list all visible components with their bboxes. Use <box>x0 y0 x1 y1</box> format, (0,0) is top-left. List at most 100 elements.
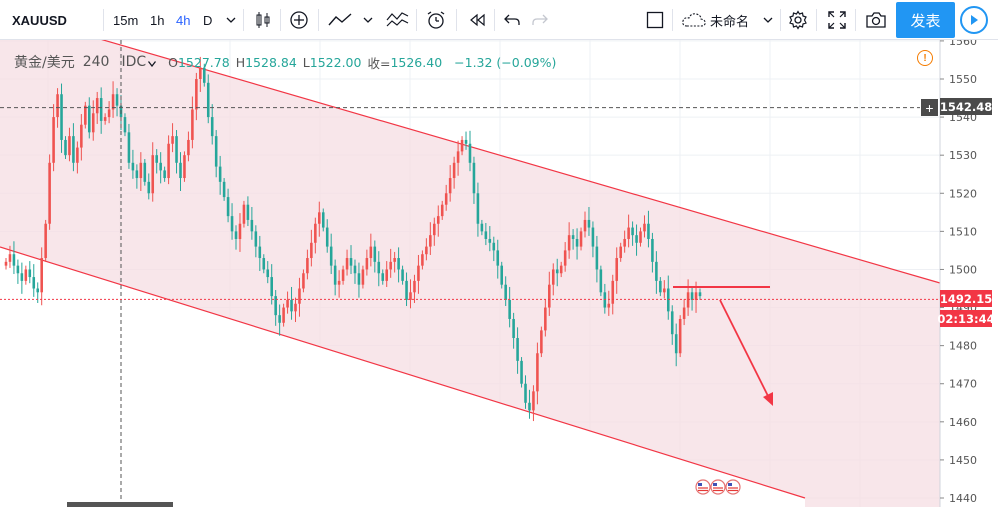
candle <box>682 307 686 319</box>
symbol-search[interactable]: XAUUSD <box>12 12 67 28</box>
chevron-down-icon[interactable] <box>225 0 237 40</box>
layout-name[interactable]: 未命名 <box>710 13 750 29</box>
candle <box>151 155 155 194</box>
candle <box>155 155 158 163</box>
candle <box>464 139 468 144</box>
candle <box>218 166 222 182</box>
candle <box>310 242 313 259</box>
candle <box>345 258 349 270</box>
timeframe-4h[interactable]: 4h <box>176 12 191 28</box>
candle <box>210 117 214 137</box>
candle <box>611 280 615 304</box>
legend-source: IDC <box>121 54 147 70</box>
fullscreen-icon[interactable] <box>826 0 848 40</box>
redo-icon[interactable] <box>530 0 550 40</box>
candle <box>12 254 16 266</box>
candle <box>405 280 408 300</box>
price-chart[interactable]: 1440145014601470148014901500151015201530… <box>0 9 998 507</box>
channel-lower-line[interactable] <box>0 246 806 499</box>
candle <box>353 265 357 274</box>
toolbar-divider <box>456 9 457 31</box>
candle <box>397 258 400 270</box>
candle <box>278 315 281 323</box>
toolbar-divider <box>780 9 781 31</box>
timeframe-1h[interactable]: 1h <box>150 12 165 28</box>
us-flag-icon[interactable] <box>695 479 711 495</box>
gear-icon[interactable] <box>787 0 809 40</box>
candle <box>433 223 436 236</box>
camera-icon[interactable] <box>864 0 888 40</box>
candle <box>678 318 682 354</box>
candle <box>627 227 630 239</box>
us-flag-icon[interactable] <box>710 479 726 495</box>
replay-icon[interactable] <box>466 0 488 40</box>
candle <box>238 223 242 239</box>
play-icon[interactable] <box>960 6 988 34</box>
timeframe-d[interactable]: D <box>203 12 213 28</box>
arrow-head <box>763 392 773 406</box>
legend-title: 黄金/美元 <box>14 55 75 71</box>
candle <box>536 353 539 392</box>
chevron-down-icon[interactable] <box>762 0 774 40</box>
us-flag-icon <box>710 479 726 495</box>
candle <box>95 98 99 114</box>
candle <box>171 136 174 144</box>
toolbar-divider <box>103 9 104 31</box>
candle <box>40 258 43 293</box>
add-indicator-icon[interactable] <box>288 0 310 40</box>
price-axis-bg <box>940 40 998 507</box>
line-tools-icon[interactable] <box>327 0 353 40</box>
candle <box>325 227 329 247</box>
candle <box>68 136 71 156</box>
candle <box>321 212 325 228</box>
candle <box>377 261 381 274</box>
candle <box>663 288 666 293</box>
candle <box>456 151 460 163</box>
candle <box>666 288 670 312</box>
candles-icon[interactable] <box>253 0 273 40</box>
candle <box>123 117 127 133</box>
us-flag-icon[interactable] <box>725 479 741 495</box>
square-layout-icon[interactable] <box>645 0 665 40</box>
candle <box>246 204 250 220</box>
alert-clock-icon[interactable] <box>424 0 448 40</box>
toolbar-divider <box>416 9 417 31</box>
chevron-down-icon[interactable] <box>362 0 374 40</box>
candle <box>167 143 170 179</box>
candle <box>619 246 622 259</box>
economic-events[interactable] <box>67 479 741 507</box>
arrow-shaft <box>719 299 771 401</box>
chevron-down-icon[interactable] <box>148 55 157 70</box>
candle <box>436 216 440 224</box>
candle <box>202 67 206 83</box>
legend-high: 1528.84 <box>245 54 297 70</box>
candle <box>698 292 702 297</box>
candle <box>524 383 527 403</box>
candle <box>373 246 377 262</box>
undo-icon[interactable] <box>502 0 522 40</box>
candle <box>314 223 317 243</box>
timeframe-15m[interactable]: 15m <box>113 12 139 28</box>
chart-area[interactable]: 1440 1450 1460 1470 1480 1490 1500 1510 1520 1530… <box>0 9 998 507</box>
add-plus-icon[interactable]: + <box>921 99 938 116</box>
candle <box>532 391 535 411</box>
candle <box>349 258 353 266</box>
candle <box>496 250 500 266</box>
down-arrow-drawing[interactable] <box>719 299 773 406</box>
publish-button[interactable]: 发表 <box>896 2 955 38</box>
candle <box>80 124 83 148</box>
candle <box>135 170 139 179</box>
candle <box>329 246 333 266</box>
axis-tick-label: 1520 <box>949 187 977 200</box>
toolbar-divider <box>816 9 817 31</box>
time-scale-thumb[interactable] <box>67 502 173 507</box>
candle <box>631 227 634 236</box>
candle <box>583 219 587 232</box>
candle <box>111 94 115 110</box>
compare-icon[interactable] <box>385 0 411 40</box>
top-toolbar: XAUUSD 15m 1h 4h D 未命名 发表 <box>0 0 998 40</box>
info-icon[interactable]: ! <box>917 50 933 66</box>
candle <box>567 235 571 251</box>
candle <box>147 181 151 194</box>
candle <box>647 223 650 239</box>
